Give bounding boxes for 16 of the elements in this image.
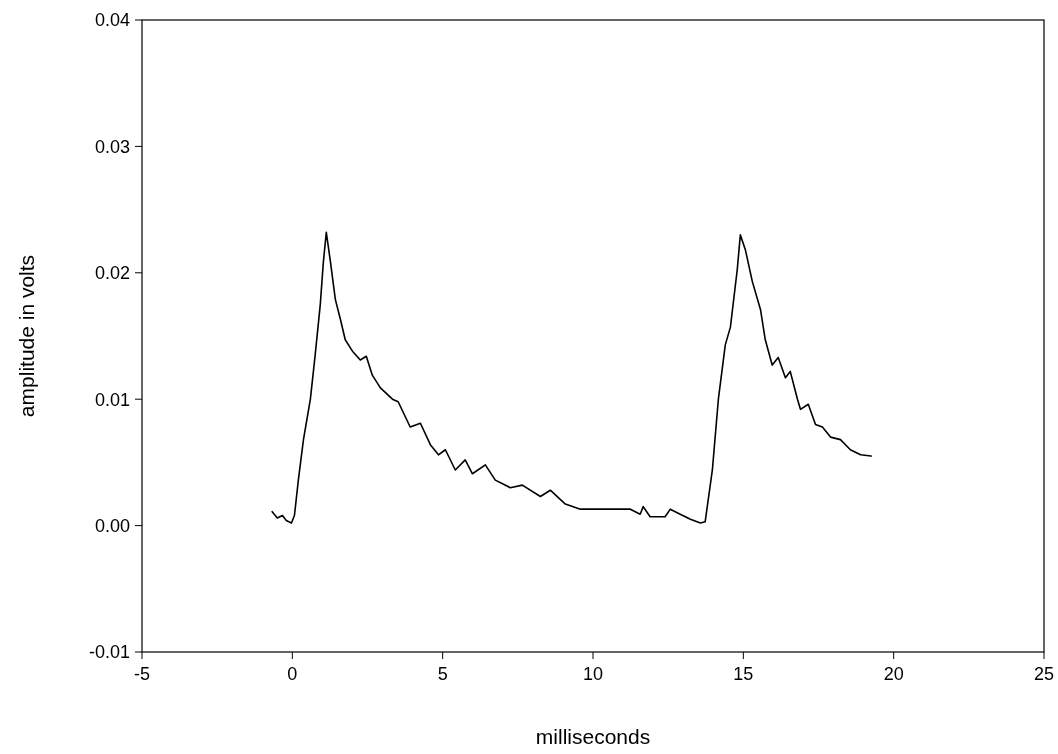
x-tick-label: 10	[582, 664, 604, 684]
x-axis-title: milliseconds	[535, 725, 651, 748]
y-tick-label: 0.02	[94, 263, 130, 284]
x-tick-label: -5	[133, 664, 151, 684]
line-series	[271, 231, 872, 524]
x-tick-label: 25	[1033, 664, 1055, 684]
x-tick-label: 5	[437, 664, 448, 684]
y-tick-label: 0.01	[94, 389, 130, 410]
x-tick-label: 15	[733, 664, 754, 684]
y-tick-label: -0.01	[88, 642, 130, 663]
y-axis-title: amplitude in volts	[15, 254, 38, 418]
x-tick-label: 0	[287, 664, 298, 684]
y-tick-label: 0.03	[94, 136, 130, 157]
y-tick-label: 0.04	[94, 10, 130, 31]
y-tick-label: 0.00	[94, 515, 130, 536]
x-tick-label: 20	[883, 664, 904, 684]
